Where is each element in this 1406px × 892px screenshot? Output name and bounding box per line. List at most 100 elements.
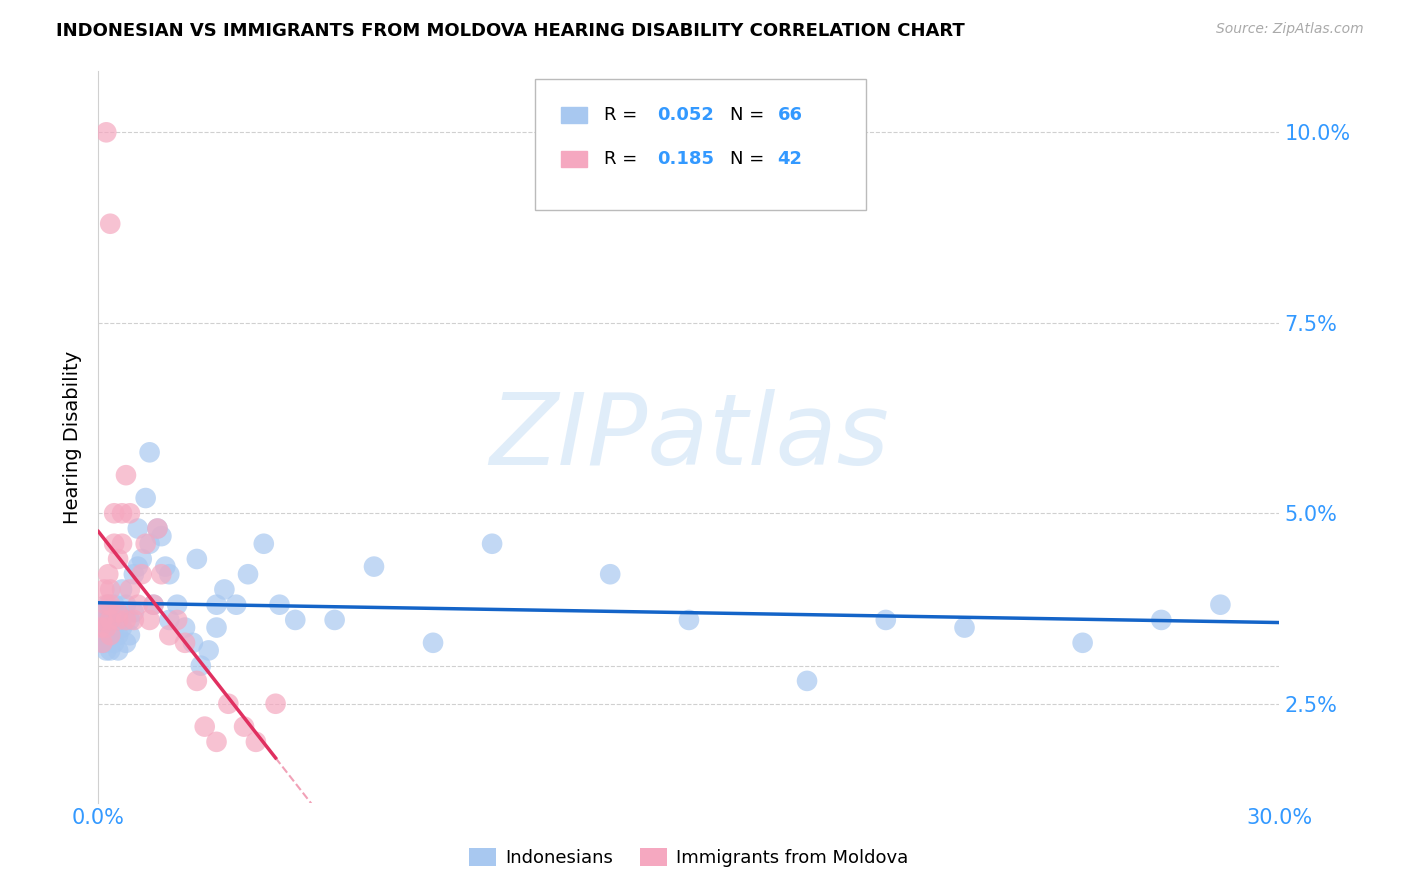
Immigrants from Moldova	[98, 613, 121, 627]
Immigrants from Moldova	[103, 506, 125, 520]
Indonesians	[103, 621, 125, 635]
Immigrants from Moldova	[150, 567, 173, 582]
Immigrants from Moldova	[157, 628, 180, 642]
Indonesians	[678, 613, 700, 627]
Indonesians	[98, 613, 121, 627]
Y-axis label: Hearing Disability: Hearing Disability	[63, 351, 83, 524]
Indonesians	[103, 636, 125, 650]
Immigrants from Moldova	[264, 697, 287, 711]
Indonesians	[157, 567, 180, 582]
Immigrants from Moldova	[135, 537, 157, 551]
Immigrants from Moldova	[97, 567, 120, 582]
Indonesians	[197, 643, 219, 657]
Indonesians	[155, 559, 177, 574]
Indonesians	[205, 598, 228, 612]
Indonesians	[107, 643, 129, 657]
Legend: Indonesians, Immigrants from Moldova: Indonesians, Immigrants from Moldova	[463, 840, 915, 874]
Text: 42: 42	[778, 150, 803, 168]
Indonesians	[1209, 598, 1232, 612]
Immigrants from Moldova	[115, 613, 138, 627]
Immigrants from Moldova	[217, 697, 239, 711]
Immigrants from Moldova	[115, 468, 138, 483]
Immigrants from Moldova	[96, 621, 118, 635]
Text: 0.052: 0.052	[657, 106, 714, 124]
Text: 0.185: 0.185	[657, 150, 714, 168]
FancyBboxPatch shape	[536, 78, 866, 211]
Immigrants from Moldova	[205, 735, 228, 749]
Immigrants from Moldova	[98, 582, 121, 597]
Text: R =: R =	[605, 150, 643, 168]
Indonesians	[131, 552, 153, 566]
Indonesians	[599, 567, 621, 582]
Indonesians	[97, 598, 120, 612]
Indonesians	[142, 598, 165, 612]
Immigrants from Moldova	[131, 567, 153, 582]
Indonesians	[146, 521, 169, 535]
Immigrants from Moldova	[142, 598, 165, 612]
Indonesians	[93, 613, 115, 627]
Indonesians	[157, 613, 180, 627]
Indonesians	[138, 445, 160, 459]
Indonesians	[225, 598, 247, 612]
Text: N =: N =	[730, 106, 770, 124]
Immigrants from Moldova	[89, 621, 111, 635]
Bar	[561, 107, 588, 123]
Indonesians	[96, 605, 118, 619]
Indonesians	[953, 621, 976, 635]
Immigrants from Moldova	[233, 720, 256, 734]
Indonesians	[323, 613, 346, 627]
Immigrants from Moldova	[96, 598, 118, 612]
Text: 66: 66	[778, 106, 803, 124]
Indonesians	[422, 636, 444, 650]
Immigrants from Moldova	[245, 735, 267, 749]
Indonesians	[118, 628, 141, 642]
Indonesians	[107, 628, 129, 642]
Indonesians	[111, 621, 134, 635]
Immigrants from Moldova	[103, 537, 125, 551]
Immigrants from Moldova	[186, 673, 208, 688]
Indonesians	[91, 621, 114, 635]
Text: ZIPatlas: ZIPatlas	[489, 389, 889, 485]
Immigrants from Moldova	[118, 582, 141, 597]
Immigrants from Moldova	[96, 125, 118, 139]
Indonesians	[98, 628, 121, 642]
Indonesians	[214, 582, 236, 597]
Indonesians	[118, 613, 141, 627]
Immigrants from Moldova	[98, 598, 121, 612]
Indonesians	[174, 621, 197, 635]
Indonesians	[205, 621, 228, 635]
Indonesians	[93, 636, 115, 650]
Text: R =: R =	[605, 106, 643, 124]
Indonesians	[91, 628, 114, 642]
Immigrants from Moldova	[194, 720, 217, 734]
Immigrants from Moldova	[111, 537, 134, 551]
Immigrants from Moldova	[107, 552, 129, 566]
Indonesians	[98, 643, 121, 657]
Indonesians	[181, 636, 204, 650]
Indonesians	[150, 529, 173, 543]
Immigrants from Moldova	[98, 217, 121, 231]
Indonesians	[122, 567, 145, 582]
Immigrants from Moldova	[107, 613, 129, 627]
Indonesians	[115, 636, 138, 650]
Indonesians	[166, 598, 188, 612]
Indonesians	[186, 552, 208, 566]
Immigrants from Moldova	[98, 628, 121, 642]
Indonesians	[107, 605, 129, 619]
Indonesians	[127, 521, 149, 535]
Immigrants from Moldova	[93, 582, 115, 597]
Indonesians	[284, 613, 307, 627]
Indonesians	[89, 613, 111, 627]
Immigrants from Moldova	[118, 506, 141, 520]
Indonesians	[1071, 636, 1094, 650]
Immigrants from Moldova	[166, 613, 188, 627]
Immigrants from Moldova	[111, 506, 134, 520]
Indonesians	[135, 491, 157, 505]
Immigrants from Moldova	[174, 636, 197, 650]
Immigrants from Moldova	[91, 613, 114, 627]
Indonesians	[138, 537, 160, 551]
Immigrants from Moldova	[146, 521, 169, 535]
Indonesians	[96, 643, 118, 657]
Indonesians	[127, 559, 149, 574]
Text: INDONESIAN VS IMMIGRANTS FROM MOLDOVA HEARING DISABILITY CORRELATION CHART: INDONESIAN VS IMMIGRANTS FROM MOLDOVA HE…	[56, 22, 965, 40]
